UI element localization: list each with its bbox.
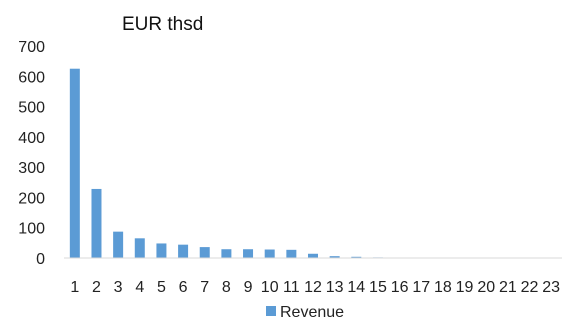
- y-tick-label: 500: [18, 100, 45, 117]
- unit-label: EUR thsd: [122, 14, 203, 35]
- x-tick-label: 7: [200, 279, 209, 296]
- x-tick-label: 6: [179, 279, 188, 296]
- x-tick-label: 17: [412, 279, 430, 296]
- x-tick-label: 21: [499, 279, 517, 296]
- bar: [243, 249, 254, 258]
- bar-series: [69, 68, 448, 259]
- bar: [221, 249, 232, 258]
- bar: [113, 231, 124, 258]
- y-tick-label: 700: [18, 39, 45, 56]
- x-tick-label: 11: [283, 279, 300, 296]
- y-axis-ticks: 0 100 200 300 400 500 600 700: [18, 39, 45, 268]
- x-tick-label: 18: [434, 279, 452, 296]
- bar: [91, 188, 102, 258]
- x-tick-label: 2: [92, 279, 101, 296]
- y-tick-label: 600: [18, 69, 45, 86]
- x-tick-label: 12: [304, 279, 322, 296]
- y-tick-label: 100: [18, 221, 45, 238]
- bar: [69, 68, 80, 259]
- y-tick-label: 0: [36, 251, 45, 268]
- bar: [286, 249, 297, 258]
- x-tick-label: 5: [157, 279, 166, 296]
- bar: [264, 249, 275, 258]
- x-tick-label: 22: [521, 279, 539, 296]
- bar: [308, 253, 318, 258]
- x-tick-label: 13: [326, 279, 344, 296]
- x-tick-label: 20: [477, 279, 495, 296]
- x-tick-label: 19: [456, 279, 474, 296]
- bar: [178, 244, 189, 258]
- y-tick-label: 400: [18, 130, 45, 147]
- bar: [134, 238, 145, 258]
- x-tick-label: 16: [391, 279, 409, 296]
- bar: [351, 256, 362, 258]
- x-tick-label: 8: [222, 279, 231, 296]
- x-tick-label: 15: [369, 279, 387, 296]
- y-tick-label: 300: [18, 160, 45, 177]
- x-tick-label: 1: [70, 279, 79, 296]
- x-axis-ticks: 1 2 3 4 5 6 7 8 9 10 11 12 13 14 15 16 17 18 19 20 21 22 23: [70, 279, 560, 296]
- y-tick-label: 200: [18, 190, 45, 207]
- bar: [156, 243, 167, 258]
- x-tick-label: 23: [542, 279, 560, 296]
- legend: Revenue: [266, 304, 344, 321]
- x-tick-label: 10: [261, 279, 279, 296]
- legend-label: Revenue: [280, 304, 344, 321]
- x-tick-label: 4: [135, 279, 144, 296]
- x-tick-label: 3: [114, 279, 123, 296]
- x-tick-label: 9: [244, 279, 253, 296]
- legend-swatch: [266, 306, 276, 316]
- bar: [329, 256, 340, 258]
- bar: [199, 247, 210, 258]
- x-tick-label: 14: [347, 279, 365, 296]
